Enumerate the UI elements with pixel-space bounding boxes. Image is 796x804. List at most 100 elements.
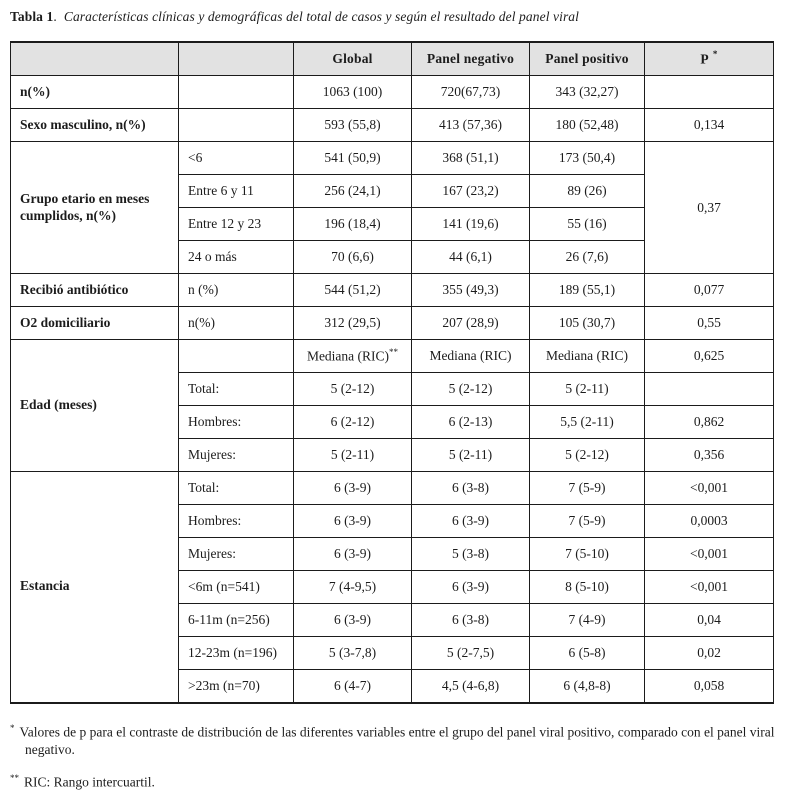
table-title: Tabla 1. Características clínicas y demog… [10, 8, 786, 26]
cell-p: <0,001 [644, 471, 774, 506]
cell-negative: 141 (19,6) [411, 207, 530, 242]
cell-sublabel: Entre 6 y 11 [178, 174, 294, 209]
cell-p [644, 75, 774, 110]
cell-sublabel: <6 [178, 141, 294, 176]
cell-sublabel: >23m (n=70) [178, 669, 294, 704]
cell-p: 0,134 [644, 108, 774, 143]
cell-global: 593 (55,8) [293, 108, 412, 143]
cell-global: 5 (2-12) [293, 372, 412, 407]
cell-global: 6 (3-9) [293, 537, 412, 572]
cell-global: 541 (50,9) [293, 141, 412, 176]
cell-global: 312 (29,5) [293, 306, 412, 341]
cell-global: 5 (2-11) [293, 438, 412, 473]
cell-sublabel: Entre 12 y 23 [178, 207, 294, 242]
cell-negative: 5 (2-7,5) [411, 636, 530, 671]
cell-label-edad: Edad (meses) [10, 339, 179, 473]
cell-p: 0,04 [644, 603, 774, 638]
cell-p: 0,625 [644, 339, 774, 374]
row-estancia-mujeres: Mujeres: 6 (3-9) 5 (3-8) 7 (5-10) <0,001 [11, 537, 774, 572]
cell-sublabel: Mujeres: [178, 537, 294, 572]
cell-p: 0,058 [644, 669, 774, 704]
cell-p: 0,0003 [644, 504, 774, 539]
cell-negative: 167 (23,2) [411, 174, 530, 209]
cell-positive: 89 (26) [529, 174, 645, 209]
cell-global: 6 (4-7) [293, 669, 412, 704]
row-estancia-total: Estancia Total: 6 (3-9) 6 (3-8) 7 (5-9) … [10, 471, 774, 704]
mediana-ric-label: Mediana (RIC) [306, 348, 390, 364]
row-sexo-masculino: Sexo masculino, n(%) 593 (55,8) 413 (57,… [10, 108, 774, 143]
cell-positive: 6 (5-8) [529, 636, 645, 671]
cell-p: <0,001 [644, 570, 774, 605]
footnote-marker: * [10, 722, 15, 733]
cell-negative: Mediana (RIC) [411, 339, 530, 374]
row-recibio-antibiotico: Recibió antibiótico n (%) 544 (51,2) 355… [10, 273, 774, 308]
footnotes: * Valores de p para el contraste de distr… [10, 723, 786, 792]
cell-sublabel: Mujeres: [178, 438, 294, 473]
cell-negative: 4,5 (4-6,8) [411, 669, 530, 704]
cell-p: 0,02 [644, 636, 774, 671]
cell-negative: 6 (3-8) [411, 603, 530, 638]
cell-positive: 173 (50,4) [529, 141, 645, 176]
cell-positive: 5 (2-11) [529, 372, 645, 407]
row-n-total: n(%) 1063 (100) 720(67,73) 343 (32,27) [10, 75, 774, 110]
cell-global: 6 (3-9) [293, 504, 412, 539]
cell-positive: 26 (7,6) [529, 240, 645, 275]
cell-p [644, 372, 774, 407]
row-o2-domiciliario: O2 domiciliario n(%) 312 (29,5) 207 (28,… [10, 306, 774, 341]
footnote-marker: ** [10, 773, 19, 784]
row-edad-mediana: Edad (meses) Mediana (RIC)** Mediana (RI… [10, 339, 774, 473]
cell-sublabel: n(%) [178, 306, 294, 341]
table-number: Tabla 1 [10, 9, 54, 24]
cell-positive: 5,5 (2-11) [529, 405, 645, 440]
row-grupo-etario-6-11: Entre 6 y 11 256 (24,1) 167 (23,2) 89 (2… [11, 174, 774, 209]
cell-negative: 413 (57,36) [411, 108, 530, 143]
cell-p: 0,356 [644, 438, 774, 473]
table-body: n(%) 1063 (100) 720(67,73) 343 (32,27) S… [10, 75, 774, 704]
cell-positive: 105 (30,7) [529, 306, 645, 341]
cell-global: 544 (51,2) [293, 273, 412, 308]
cell-negative: 720(67,73) [411, 75, 530, 110]
column-header-global: Global [293, 41, 412, 77]
cell-global: 6 (3-9) [293, 603, 412, 638]
cell-global: 5 (3-7,8) [293, 636, 412, 671]
cell-label: O2 domiciliario [10, 306, 179, 341]
row-edad-mujeres: Mujeres: 5 (2-11) 5 (2-11) 5 (2-12) 0,35… [11, 438, 774, 473]
cell-negative: 44 (6,1) [411, 240, 530, 275]
cell-positive: 8 (5-10) [529, 570, 645, 605]
cell-negative: 6 (3-9) [411, 504, 530, 539]
cell-sublabel: 6-11m (n=256) [178, 603, 294, 638]
cell-positive: Mediana (RIC) [529, 339, 645, 374]
cell-positive: 7 (4-9) [529, 603, 645, 638]
cell-sublabel: <6m (n=541) [178, 570, 294, 605]
row-estancia-lt6m: <6m (n=541) 7 (4-9,5) 6 (3-9) 8 (5-10) <… [11, 570, 774, 605]
cell-p-grupo-etario: 0,37 [644, 141, 774, 275]
cell-positive: 189 (55,1) [529, 273, 645, 308]
cell-negative: 5 (3-8) [411, 537, 530, 572]
cell-sublabel [178, 108, 294, 143]
cell-negative: 6 (3-8) [411, 471, 530, 506]
footnote-p-values: * Valores de p para el contraste de distr… [10, 723, 782, 759]
cell-p: <0,001 [644, 537, 774, 572]
cell-sublabel: Hombres: [178, 405, 294, 440]
column-header-panel-negativo: Panel negativo [411, 41, 530, 77]
table-header: Global Panel negativo Panel positivo P * [10, 41, 774, 77]
column-header-variable [10, 41, 179, 77]
ric-footnote-marker: ** [389, 347, 399, 358]
cell-global: 256 (24,1) [293, 174, 412, 209]
cell-sublabel: Hombres: [178, 504, 294, 539]
cell-negative: 6 (2-13) [411, 405, 530, 440]
cell-sublabel: Total: [178, 372, 294, 407]
cell-label: Recibió antibiótico [10, 273, 179, 308]
cell-positive: 7 (5-9) [529, 471, 645, 506]
cell-positive: 5 (2-12) [529, 438, 645, 473]
row-estancia-12-23m: 12-23m (n=196) 5 (3-7,8) 5 (2-7,5) 6 (5-… [11, 636, 774, 671]
cell-global: 1063 (100) [293, 75, 412, 110]
cell-negative: 207 (28,9) [411, 306, 530, 341]
cell-positive: 55 (16) [529, 207, 645, 242]
column-header-p: P * [644, 41, 774, 77]
cell-global: 6 (3-9) [293, 471, 412, 506]
cell-global: 6 (2-12) [293, 405, 412, 440]
header-row: Global Panel negativo Panel positivo P * [10, 41, 774, 77]
cell-sublabel [178, 75, 294, 110]
cell-global: 70 (6,6) [293, 240, 412, 275]
